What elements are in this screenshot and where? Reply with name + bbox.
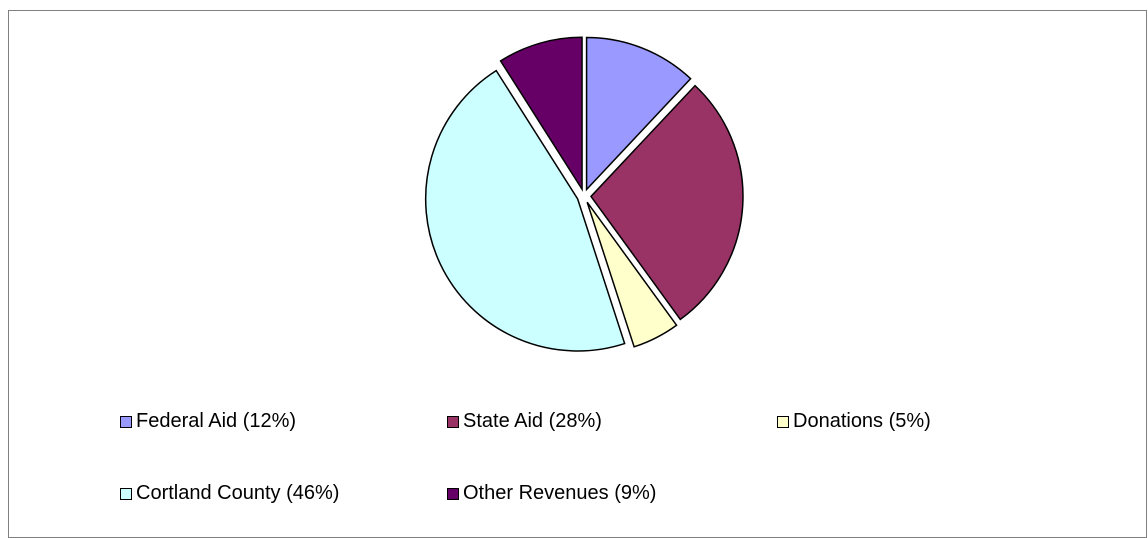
legend-item-donations: Donations (5%): [777, 410, 931, 433]
legend-label-state-aid: State Aid (28%): [463, 410, 602, 432]
legend-swatch-cortland-county: [120, 487, 132, 500]
pie-slice-cortland-county: [424, 69, 626, 352]
legend-swatch-donations: [777, 415, 789, 428]
legend-item-cortland-county: Cortland County (46%): [120, 482, 339, 505]
legend-swatch-state-aid: [447, 415, 459, 428]
legend-swatch-other-revenues: [447, 487, 459, 500]
legend-item-other-revenues: Other Revenues (9%): [447, 482, 656, 505]
legend-label-federal-aid: Federal Aid (12%): [136, 410, 297, 432]
legend-swatch-federal-aid: [120, 415, 132, 428]
legend-label-cortland-county: Cortland County (46%): [136, 482, 340, 504]
legend-label-other-revenues: Other Revenues (9%): [463, 482, 657, 504]
pie-slice-donations: [586, 201, 678, 348]
legend-item-state-aid: State Aid (28%): [447, 410, 602, 433]
legend-label-donations: Donations (5%): [793, 410, 931, 432]
pie-slice-federal-aid: [585, 36, 692, 192]
legend-item-federal-aid: Federal Aid (12%): [120, 410, 296, 433]
pie-slice-other-revenues: [499, 36, 583, 192]
pie-slice-state-aid: [590, 84, 744, 321]
